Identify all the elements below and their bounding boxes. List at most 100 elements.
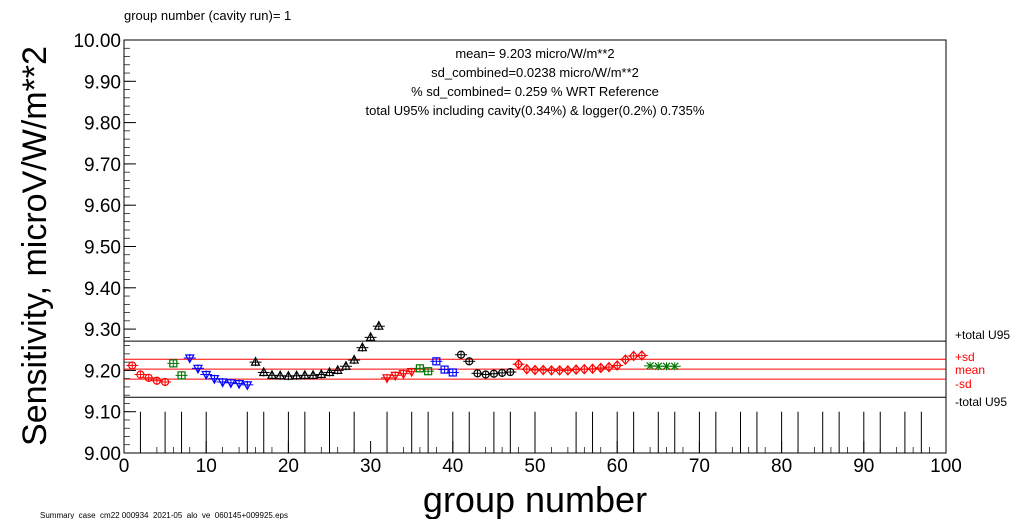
point-s1-1 xyxy=(175,371,188,380)
point-s3-0 xyxy=(249,356,262,367)
x-tick-label-8: 80 xyxy=(771,456,792,477)
group-markers xyxy=(139,411,922,453)
point-s8-13 xyxy=(619,354,632,366)
reference-label-3: -sd xyxy=(955,377,972,391)
point-s3-14-shape xyxy=(365,331,376,341)
point-s0-3 xyxy=(150,376,163,385)
point-s9-0-shape-b xyxy=(646,361,655,370)
point-s8-9 xyxy=(586,363,599,375)
point-s8-0 xyxy=(512,358,525,370)
point-s0-4 xyxy=(159,377,172,387)
x-tick-label-1: 10 xyxy=(196,456,217,477)
point-s4-2-shape xyxy=(398,370,409,380)
point-s3-12-shape xyxy=(349,354,360,364)
point-s3-7 xyxy=(307,369,320,380)
y-tick-label-2: 9.20 xyxy=(84,361,121,382)
y-tick-label-1: 9.10 xyxy=(84,403,121,424)
point-s9-0 xyxy=(644,361,657,370)
point-s3-9-shape xyxy=(324,366,335,377)
point-s3-11-shape xyxy=(340,360,351,370)
y-tick-label-9: 9.90 xyxy=(84,72,121,93)
point-s0-2 xyxy=(142,373,155,382)
point-s2-6 xyxy=(233,379,246,390)
point-s3-12 xyxy=(348,354,361,365)
y-tick-label-5: 9.50 xyxy=(84,238,121,259)
point-s4-0-shape xyxy=(382,374,393,384)
point-s5-0-shape xyxy=(415,364,425,373)
point-s3-7-shape xyxy=(308,369,319,379)
point-s3-9 xyxy=(323,366,336,377)
point-s4-0 xyxy=(381,373,394,384)
x-tick-label-4: 40 xyxy=(442,456,463,477)
point-s8-12-shape xyxy=(612,360,623,371)
point-s8-11 xyxy=(602,361,615,373)
point-s3-2-shape xyxy=(266,369,277,379)
point-s8-4-shape xyxy=(546,364,557,376)
point-s4-3 xyxy=(405,367,418,378)
point-s4-1-shape xyxy=(390,371,401,382)
point-s8-2-shape xyxy=(530,364,540,376)
y-tick-label-7: 9.70 xyxy=(84,155,121,176)
point-s8-1-shape xyxy=(521,363,532,375)
point-s7-1-shape xyxy=(465,357,474,366)
point-s3-8-shape xyxy=(316,368,327,379)
point-s2-5-shape xyxy=(225,379,236,389)
point-s5-1-shape xyxy=(424,367,433,376)
point-s8-3-shape xyxy=(538,364,549,376)
point-s3-1 xyxy=(257,366,270,377)
point-s2-1-shape xyxy=(192,364,203,375)
y-axis: 9.00 9.10 9.20 9.30 9.40 9.50 9.60 9.70 9.80 9.90… xyxy=(73,31,136,465)
point-s0-0 xyxy=(126,361,139,370)
point-s2-0 xyxy=(183,354,196,364)
point-s4-2 xyxy=(397,369,410,380)
point-s1-0 xyxy=(167,359,180,368)
point-s8-14-shape xyxy=(628,350,639,362)
x-axis: 0 10 20 30 40 50 60 70 80 90 100 xyxy=(119,441,962,477)
point-s8-0-shape xyxy=(513,358,524,370)
annotation-1: sd_combined=0.0238 micro/W/m**2 xyxy=(431,65,639,80)
point-s3-6-shape xyxy=(299,369,310,379)
point-s0-1-shape xyxy=(136,370,145,379)
point-s7-0-shape xyxy=(456,350,466,359)
reference-label-4: -total U95 xyxy=(955,395,1007,409)
point-s9-3 xyxy=(668,362,681,371)
x-tick-label-3: 30 xyxy=(360,456,381,477)
chart-header: group number (cavity run)= 1 xyxy=(124,8,291,23)
point-s6-2 xyxy=(446,368,459,377)
point-s2-0-shape xyxy=(184,354,195,364)
point-s8-6 xyxy=(561,364,574,376)
point-s3-13 xyxy=(356,341,369,352)
annotation-3: total U95% including cavity(0.34%) & log… xyxy=(366,103,705,118)
point-s7-3 xyxy=(479,370,492,379)
point-s8-1 xyxy=(520,363,533,375)
point-s2-3-shape xyxy=(209,375,220,385)
point-s9-2-shape-b xyxy=(662,362,671,371)
point-s6-1 xyxy=(438,365,451,374)
point-s3-13-shape xyxy=(357,341,368,352)
x-tick-label-0: 0 xyxy=(119,456,130,477)
x-tick-label-5: 50 xyxy=(524,456,545,477)
point-s2-4-shape xyxy=(217,378,228,388)
point-s7-2-shape xyxy=(473,369,482,378)
point-s7-2 xyxy=(471,369,484,378)
point-s3-11 xyxy=(339,360,352,371)
point-s8-6-shape xyxy=(563,364,573,376)
point-s3-5-shape xyxy=(291,369,302,380)
x-tick-label-6: 60 xyxy=(607,456,628,477)
point-s8-15-shape xyxy=(637,350,647,361)
point-s3-14 xyxy=(364,331,377,342)
point-s7-3-shape xyxy=(481,370,490,379)
point-s4-1 xyxy=(389,371,402,382)
y-tick-label-0: 9.00 xyxy=(84,444,121,465)
x-tick-label-7: 70 xyxy=(689,456,710,477)
point-s3-3-shape xyxy=(275,369,286,380)
point-s2-1 xyxy=(191,364,204,375)
point-s7-5 xyxy=(496,368,509,377)
point-s8-8-shape xyxy=(579,363,590,375)
y-tick-label-8: 9.80 xyxy=(84,114,121,135)
annotation-2: % sd_combined= 0.259 % WRT Reference xyxy=(411,84,659,99)
point-s8-7-shape xyxy=(571,364,581,375)
y-tick-label-10: 10.00 xyxy=(73,31,121,52)
point-s8-10-shape xyxy=(595,362,606,374)
